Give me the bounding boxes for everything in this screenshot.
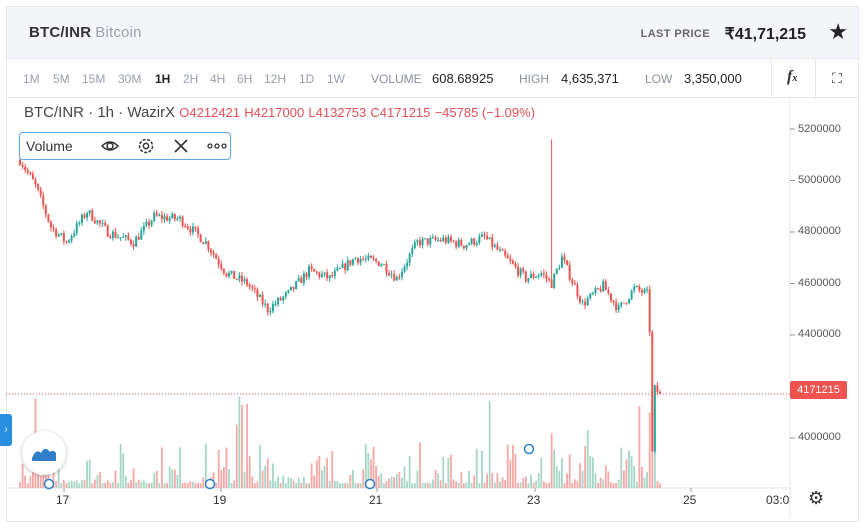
x-tick-label: 21 [369,493,383,507]
function-icon[interactable]: fx [787,68,798,85]
chart-widget: BTC/INR Bitcoin LAST PRICE ₹41,71,215 ★ 1… [6,6,859,522]
pair-symbol: BTC/INR [29,24,92,41]
y-tick-label: 5000000 [798,174,841,186]
pair-title: BTC/INR Bitcoin [29,24,142,41]
timeframe-1d[interactable]: 1D [299,72,315,86]
x-tick-label: 17 [56,493,70,507]
y-tick-label: 4000000 [798,431,841,443]
last-price-value: ₹41,71,215 [724,26,806,43]
last-price-label: LAST PRICE [640,28,710,40]
legend-low: L4132753 [308,105,367,120]
timeframe-5m[interactable]: 5M [53,72,70,86]
y-tick-label: 4800000 [798,225,841,237]
volume-label: VOLUME [371,72,422,86]
y-tick-label: 5200000 [798,123,841,135]
x-tick-label: 03:0 [766,493,790,507]
low-label: LOW [645,72,673,86]
timeframe-4h[interactable]: 4H [210,72,226,86]
timeframe-6h[interactable]: 6H [237,72,253,86]
y-tick-label: 4400000 [798,328,841,340]
volume-value: 608.68925 [432,71,494,86]
legend-high: H4217000 [244,105,305,120]
chart-legend: BTC/INR · 1h · WazirX O4212421 H4217000 … [24,104,535,121]
volume-study-label: Volume [26,138,73,154]
chart-settings-icon[interactable]: ⚙ [808,488,825,508]
header-bar: BTC/INR Bitcoin LAST PRICE ₹41,71,215 ★ [6,6,859,58]
close-icon[interactable] [172,136,190,161]
timeframe-1m[interactable]: 1M [23,72,40,86]
settings-icon[interactable] [136,136,156,161]
toolbar-divider [815,59,816,99]
legend-close: C4171215 [370,105,431,120]
toolbar: 1M 5M 15M 30M 1H 2H 4H 6H 12H 1D 1W VOLU… [6,58,859,99]
tradingview-logo[interactable] [22,431,66,475]
timeframe-12h[interactable]: 12H [264,72,287,86]
chart-area[interactable] [6,98,859,522]
x-tick-label: 25 [683,493,697,507]
side-panel-toggle[interactable]: › [0,414,12,446]
legend-change: −45785 (−1.09%) [434,105,536,120]
high-label: HIGH [519,72,549,86]
toolbar-divider [771,59,772,99]
last-price-tag: 4171215 [790,381,847,399]
star-icon[interactable]: ★ [828,19,848,44]
more-icon[interactable] [206,136,228,161]
timeframe-30m[interactable]: 30M [118,72,142,86]
y-tick-label: 4600000 [798,277,841,289]
legend-title: BTC/INR · 1h · WazirX [24,104,176,121]
x-tick-label: 19 [213,493,227,507]
timeframe-15m[interactable]: 15M [82,72,106,86]
pair-name: Bitcoin [95,24,142,41]
legend-open: O4212421 [179,105,241,120]
volume-study-box[interactable]: Volume [19,132,231,160]
timeframe-1h[interactable]: 1H [155,72,171,86]
eye-icon[interactable] [100,136,120,161]
timeframe-1w[interactable]: 1W [327,72,345,86]
fullscreen-icon[interactable]: ⛶ [832,70,842,86]
high-value: 4,635,371 [561,71,619,86]
timeframe-2h[interactable]: 2H [183,72,199,86]
x-tick-label: 23 [527,493,541,507]
low-value: 3,350,000 [684,71,742,86]
